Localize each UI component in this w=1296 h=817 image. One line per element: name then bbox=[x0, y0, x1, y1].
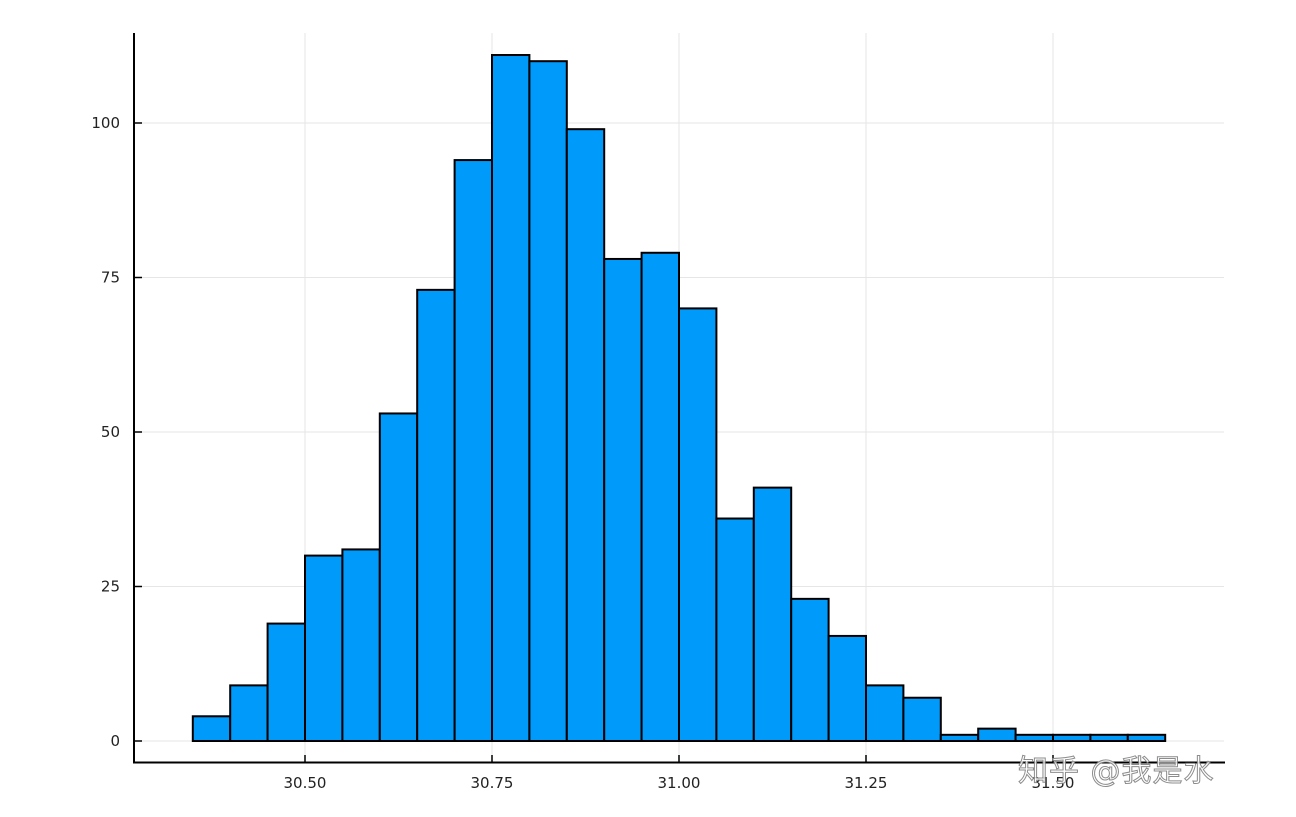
y-tick-label: 0 bbox=[110, 732, 120, 750]
x-axis-ticks: 30.50 30.75 31.00 31.25 31.50 bbox=[284, 755, 1075, 792]
histogram-bar bbox=[1089, 733, 1129, 743]
histogram-bar bbox=[603, 257, 643, 742]
histogram-bar bbox=[191, 715, 232, 743]
histogram-bar bbox=[1052, 733, 1092, 743]
histogram-bar bbox=[865, 684, 905, 743]
histogram-bar bbox=[565, 128, 606, 742]
histogram-bar bbox=[752, 486, 793, 742]
histogram-bar bbox=[229, 684, 269, 743]
x-tick-label: 30.75 bbox=[471, 774, 514, 792]
axes bbox=[133, 33, 1225, 764]
y-tick-label: 25 bbox=[101, 578, 120, 596]
y-axis-ticks: 0 25 50 75 100 bbox=[91, 114, 142, 750]
histogram-bar bbox=[715, 517, 755, 743]
histogram-bar bbox=[977, 727, 1017, 743]
histogram-bar bbox=[939, 733, 980, 743]
histogram-bar bbox=[304, 554, 344, 742]
histogram-bar bbox=[453, 159, 494, 742]
x-tick-label: 30.50 bbox=[284, 774, 327, 792]
y-tick-label: 100 bbox=[91, 114, 120, 132]
histogram-bar bbox=[790, 597, 830, 742]
histogram-bar bbox=[416, 288, 456, 742]
watermark-text: 知乎 @我是水 bbox=[1018, 754, 1215, 790]
histogram-bar bbox=[640, 251, 680, 742]
x-tick-label: 31.25 bbox=[845, 774, 888, 792]
histogram-bar bbox=[827, 634, 867, 742]
histogram-bar bbox=[1014, 733, 1054, 743]
y-tick-label: 50 bbox=[101, 423, 120, 441]
x-tick-label: 31.50 bbox=[1032, 774, 1075, 792]
y-tick-label: 75 bbox=[101, 269, 120, 287]
histogram-bar bbox=[266, 622, 307, 743]
histogram-bar bbox=[902, 696, 942, 742]
histogram-bar bbox=[341, 548, 381, 742]
histogram-bar bbox=[528, 60, 568, 742]
histogram-bar bbox=[1126, 733, 1167, 743]
x-tick-label: 31.00 bbox=[658, 774, 701, 792]
histogram-bar bbox=[491, 54, 531, 742]
histogram-bar bbox=[678, 307, 718, 742]
histogram-bar bbox=[378, 412, 419, 742]
histogram-bars bbox=[191, 54, 1167, 743]
